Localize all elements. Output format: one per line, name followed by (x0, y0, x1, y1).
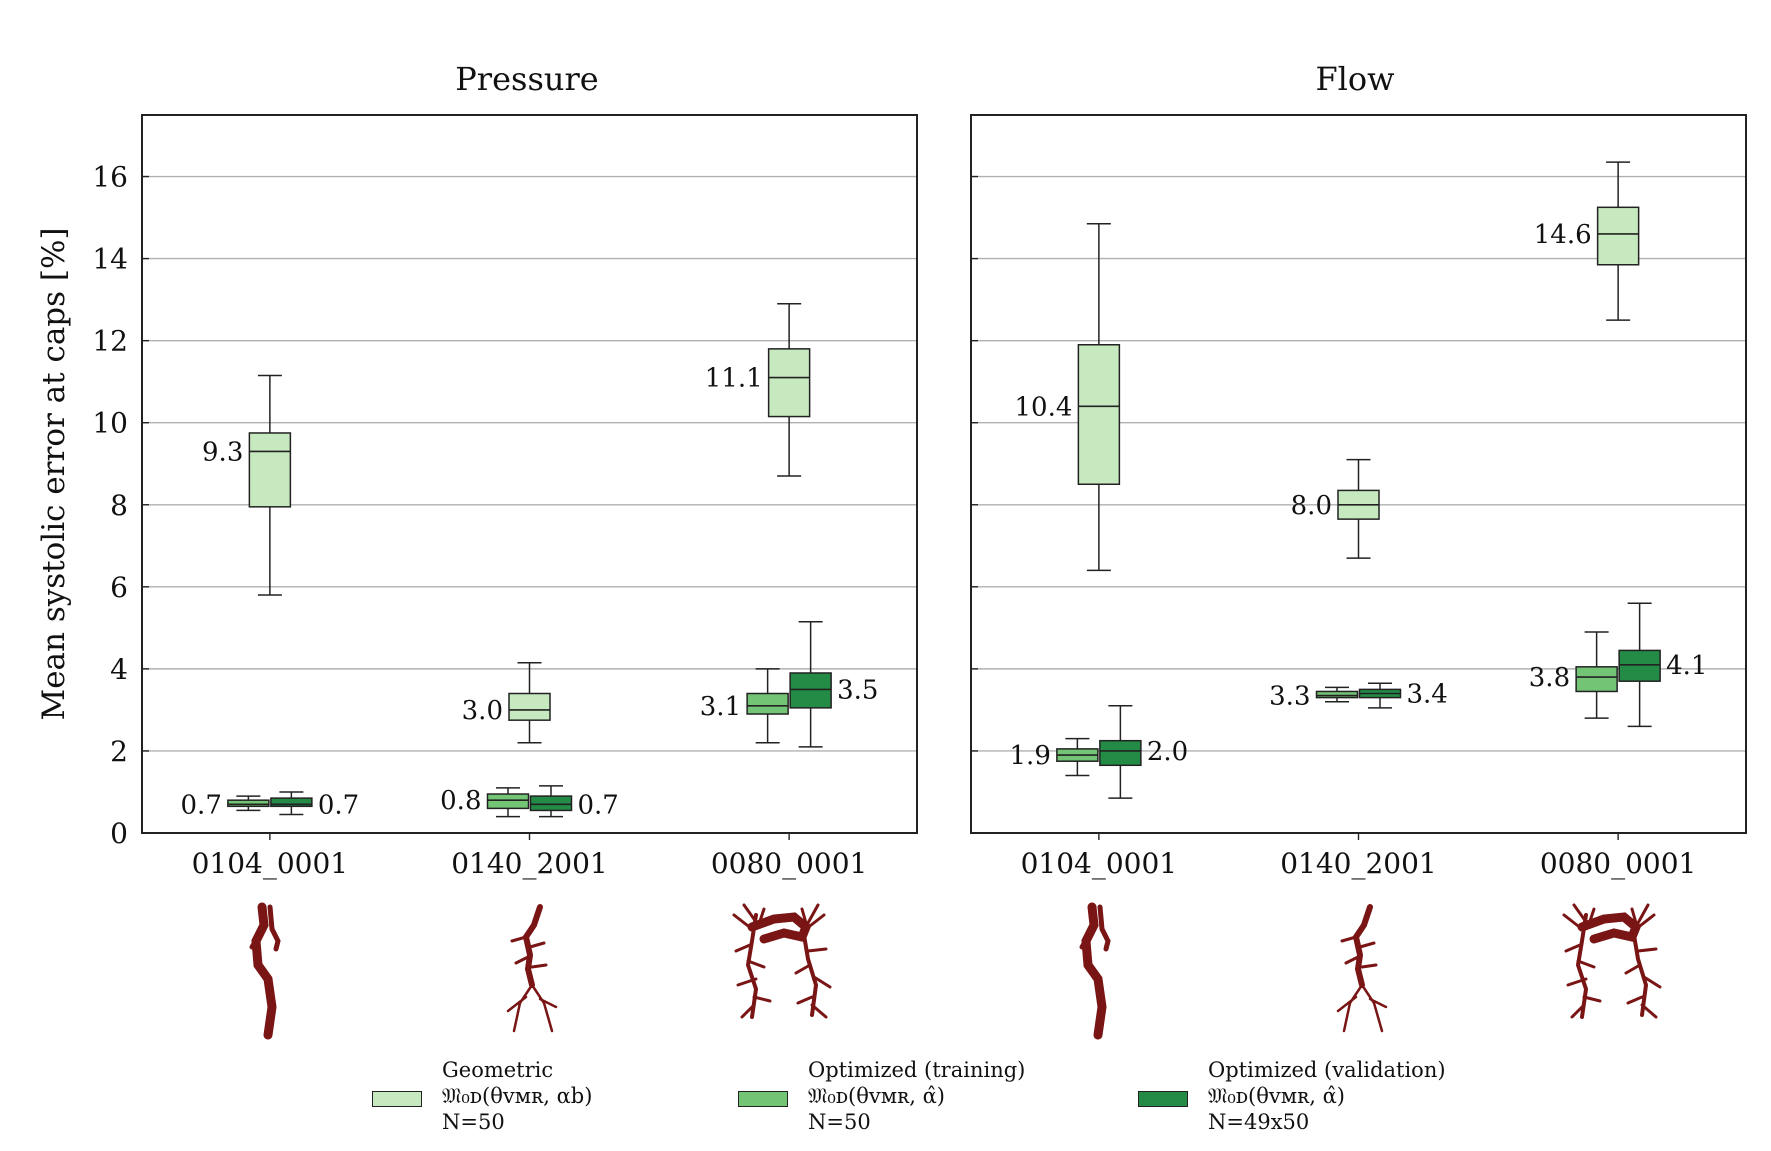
box (1618, 649, 1661, 682)
median-value-label: 14.6 (1534, 220, 1592, 250)
median-value-label: 3.5 (837, 675, 878, 705)
median-value-label: 3.1 (700, 692, 741, 722)
box (1077, 344, 1121, 486)
box (789, 672, 832, 709)
y-tick-label: 8 (110, 489, 128, 522)
legend-swatch-geometric (372, 1091, 422, 1107)
y-tick-label: 4 (110, 653, 128, 686)
y-axis-label: Mean systolic error at caps [%] (36, 227, 72, 720)
median-value-label: 3.8 (1529, 663, 1570, 693)
box (529, 795, 573, 812)
median-value-label: 0.7 (318, 790, 359, 820)
vessel-image-0080-flow (1564, 905, 1660, 1017)
legend-formula-validation: 𝔐₀ᴅ(θᴠᴍʀ, α̂) (1208, 1084, 1345, 1108)
legend-title-geometric: Geometric (442, 1058, 554, 1082)
panel-title-pressure: Pressure (455, 60, 598, 98)
y-tick-label: 16 (92, 161, 128, 194)
legend-count-geometric: N=50 (442, 1110, 505, 1134)
box (248, 432, 292, 508)
vessel-image-0140-pressure (508, 907, 556, 1031)
x-tick-label: 0140_2001 (1280, 847, 1437, 880)
median-value-label: 10.4 (1014, 392, 1072, 422)
box (1596, 206, 1640, 266)
legend-formula-geometric: 𝔐₀ᴅ(θᴠᴍʀ, αb) (442, 1084, 593, 1108)
x-tick-label: 0140_2001 (451, 847, 608, 880)
median-value-label: 8.0 (1291, 491, 1332, 521)
box (1099, 739, 1142, 767)
median-value-label: 3.3 (1269, 682, 1310, 712)
box (508, 692, 551, 721)
median-value-label: 11.1 (705, 364, 763, 394)
y-tick-label: 0 (110, 817, 128, 850)
median-value-label: 4.1 (1666, 651, 1707, 681)
legend-swatch-training (738, 1091, 788, 1107)
median-value-label: 1.9 (1010, 741, 1051, 771)
legend-title-validation: Optimized (validation) (1208, 1058, 1446, 1082)
median-value-label: 0.7 (578, 790, 619, 820)
y-tick-label: 12 (92, 325, 128, 358)
box (227, 799, 270, 808)
median-value-label: 2.0 (1147, 737, 1188, 767)
legend-swatch-validation (1138, 1091, 1188, 1107)
legend-count-validation: N=49x50 (1208, 1110, 1310, 1134)
box (270, 797, 313, 808)
panel-title-flow: Flow (1315, 60, 1394, 98)
y-tick-label: 6 (110, 571, 128, 604)
legend-title-training: Optimized (training) (808, 1058, 1026, 1082)
median-value-label: 0.8 (440, 786, 481, 816)
vessel-image-0104-pressure (252, 907, 278, 1035)
legend: Geometric 𝔐₀ᴅ(θᴠᴍʀ, αb) N=50 Optimized (… (0, 1055, 1771, 1151)
y-tick-label: 2 (110, 735, 128, 768)
box (486, 793, 530, 810)
vessel-image-0140-flow (1338, 907, 1386, 1031)
x-tick-label: 0080_0001 (711, 847, 868, 880)
pressure-panel: 0 2 4 6 8 10 12 14 16 0104_0001 0140_2001 0080_0001… (92, 114, 918, 880)
vessel-image-0104-flow (1082, 907, 1108, 1035)
plot-frame (970, 114, 1747, 834)
y-tick-label: 10 (92, 407, 128, 440)
box (767, 348, 811, 418)
vessel-image-0080-pressure (734, 905, 830, 1017)
x-tick-label: 0080_0001 (1540, 847, 1697, 880)
x-tick-label: 0104_0001 (192, 847, 349, 880)
flow-panel: 0104_0001 0140_2001 0080_0001 10.4 8.0 14.6 1.… (970, 114, 1747, 880)
box (746, 692, 789, 715)
x-tick-label: 0104_0001 (1021, 847, 1178, 880)
box (1315, 690, 1359, 699)
plot-frame (141, 114, 918, 834)
median-value-label: 9.3 (202, 437, 243, 467)
y-tick-label: 14 (92, 243, 128, 276)
median-value-label: 3.0 (462, 696, 503, 726)
legend-count-training: N=50 (808, 1110, 871, 1134)
median-value-label: 0.7 (181, 790, 222, 820)
legend-formula-training: 𝔐₀ᴅ(θᴠᴍʀ, α̂) (808, 1084, 945, 1108)
box (1575, 666, 1618, 693)
median-value-label: 3.4 (1407, 680, 1448, 710)
